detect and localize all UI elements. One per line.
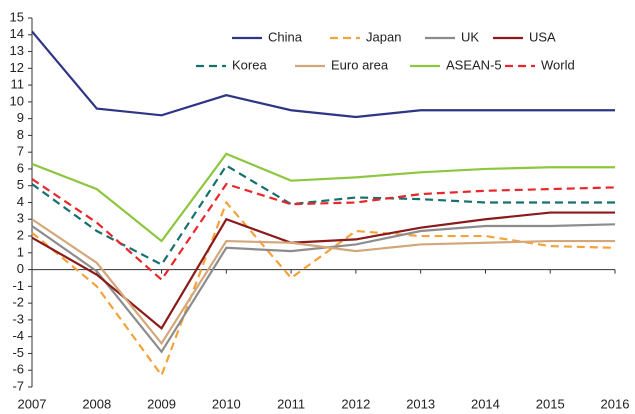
series-line [31,152,615,243]
x-tick-label: 2009 [147,396,176,411]
y-tick-label: -1 [12,278,24,293]
legend-label: Euro area [331,57,389,72]
legend-label: UK [461,29,479,44]
y-tick-label: 12 [10,60,24,75]
y-tick-label: -6 [12,362,24,377]
series-line [31,211,615,330]
x-tick-label: 2007 [18,396,47,411]
y-tick-label: 2 [17,227,24,242]
legend-label: Japan [366,29,401,44]
x-tick-label: 2015 [536,396,565,411]
legend-label: China [268,29,303,44]
legend-label: World [541,57,575,72]
y-tick-label: 1 [17,244,24,259]
series-line [31,178,616,282]
y-tick-label: -7 [12,378,24,393]
series-line [31,164,615,266]
y-tick-label: 4 [17,194,24,209]
x-tick-label: 2010 [212,396,241,411]
y-tick-label: 6 [17,160,24,175]
x-tick-label: 2008 [82,396,111,411]
y-tick-label: 5 [17,177,24,192]
y-tick-label: -4 [12,328,24,343]
y-tick-label: 14 [10,26,24,41]
x-tick-label: 2014 [471,396,500,411]
y-tick-label: 7 [17,144,24,159]
x-tick-label: 2011 [277,396,305,411]
legend-label: USA [529,29,556,44]
y-tick-label: 9 [17,110,24,125]
series-line [31,200,616,378]
y-tick-label: 0 [17,261,24,276]
y-tick-label: -5 [12,345,24,360]
x-tick-label: 2012 [341,396,370,411]
x-tick-label: 2016 [601,396,630,411]
series-line [31,218,615,346]
y-tick-label: 13 [10,43,24,58]
legend-label: Korea [232,57,267,72]
y-tick-label: 10 [10,93,24,108]
y-tick-label: 11 [11,77,25,92]
series-line [31,30,615,119]
y-tick-label: -2 [12,295,24,310]
y-tick-label: 3 [17,211,24,226]
y-tick-label: -3 [12,311,24,326]
legend-label: ASEAN-5 [446,57,502,72]
y-tick-label: 8 [17,127,24,142]
x-tick-label: 2013 [406,396,435,411]
y-tick-label: 15 [10,9,24,24]
